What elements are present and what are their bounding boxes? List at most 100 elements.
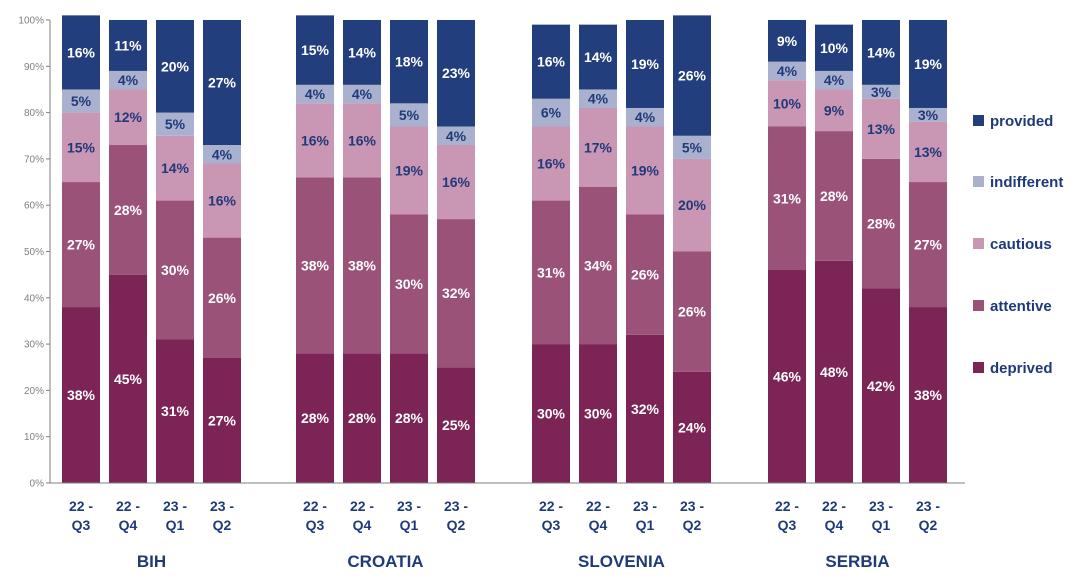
data-label-indifferent: 4%	[352, 86, 373, 102]
stacked-bar: 32% 26% 19% 4% 19%	[626, 20, 664, 483]
data-label-cautious: 17%	[584, 139, 613, 155]
data-label-attentive: 32%	[442, 285, 471, 301]
x-tick-label-quarter: Q1	[400, 517, 419, 533]
data-label-provided: 18%	[395, 54, 424, 70]
data-label-indifferent: 5%	[71, 93, 92, 109]
data-label-provided: 16%	[537, 54, 566, 70]
data-label-indifferent: 5%	[682, 139, 703, 155]
bar-segment-attentive	[62, 182, 100, 308]
x-tick-label-quarter: Q1	[166, 517, 185, 533]
data-label-provided: 27%	[208, 75, 237, 91]
stacked-bar: 30% 34% 17% 4% 14%	[579, 24, 617, 483]
bar-segment-provided	[626, 20, 664, 108]
bar-segment-deprived	[532, 344, 570, 483]
data-label-deprived: 24%	[678, 419, 707, 435]
bar-segment-provided	[437, 20, 475, 127]
data-label-provided: 11%	[114, 37, 142, 53]
bar-segment-deprived	[862, 288, 900, 483]
bar-segment-attentive	[203, 237, 241, 358]
bar-segment-indifferent	[579, 89, 617, 108]
legend-label: indifferent	[990, 174, 1063, 191]
bar-group-slovenia: 30% 31% 16% 6% 16% 30% 34% 17% 4% 14% 32% 26% 19% 4% 1…	[532, 15, 711, 483]
legend: provided indifferent cautious attentive depr…	[973, 113, 1063, 377]
x-tick-label-quarter: Q1	[872, 517, 891, 533]
x-axis: 22 - Q3 22 - Q4 23 - Q1 23 - Q2 BIH 22 - Q3 22 - Q4 2…	[50, 482, 965, 571]
x-tick-label-quarter: Q3	[306, 517, 325, 533]
x-tick-label-year: 23 -	[163, 498, 187, 514]
data-label-attentive: 28%	[867, 216, 896, 232]
stacked-bar: 28% 30% 19% 5% 18%	[390, 20, 428, 483]
y-tick-label: 100%	[18, 16, 44, 27]
x-tick-label-year: 23 -	[210, 498, 234, 514]
x-tick-label-year: 23 -	[680, 498, 704, 514]
bar-segment-attentive	[437, 219, 475, 368]
x-tick-label-year: 23 -	[916, 498, 940, 514]
bar-segment-provided	[109, 20, 147, 71]
bars-layer: 38%27%15%5%16%45%28%12%4%11%31%30%14%5%2…	[62, 15, 947, 483]
data-label-attentive: 28%	[820, 188, 849, 204]
data-label-indifferent: 4%	[588, 91, 609, 107]
legend-label: cautious	[990, 236, 1052, 253]
bar-segment-provided	[343, 20, 381, 85]
bar-segment-deprived	[203, 357, 241, 483]
x-tick-label-year: 23 -	[633, 498, 657, 514]
bar-segment-cautious	[673, 158, 711, 252]
bar-segment-cautious	[532, 126, 570, 201]
bar-segment-indifferent	[673, 135, 711, 159]
group-label: BIH	[137, 552, 166, 571]
data-label-deprived: 30%	[584, 406, 613, 422]
data-label-cautious: 13%	[914, 144, 943, 160]
data-label-deprived: 38%	[67, 387, 96, 403]
bar-segment-deprived	[296, 353, 334, 483]
bar-segment-cautious	[203, 163, 241, 238]
bar-segment-indifferent	[62, 89, 100, 113]
y-tick-label: 20%	[24, 386, 44, 397]
data-label-provided: 26%	[678, 68, 707, 84]
stacked-bar: 31% 30% 14% 5% 20%	[156, 20, 194, 483]
bar-segment-cautious	[909, 121, 947, 183]
bar-segment-deprived	[437, 367, 475, 483]
x-tick-label-quarter: Q4	[589, 517, 608, 533]
data-label-attentive: 31%	[537, 264, 566, 280]
bar-segment-indifferent	[626, 107, 664, 127]
bar-segment-cautious	[390, 126, 428, 215]
legend-item-attentive: attentive	[973, 298, 1052, 315]
stacked-bar: 45% 28% 12% 4% 11%	[109, 20, 147, 483]
data-label-cautious: 20%	[678, 197, 707, 213]
x-tick-label-quarter: Q4	[353, 517, 372, 533]
x-tick-label-year: 22 -	[69, 498, 93, 514]
bar-segment-attentive	[296, 177, 334, 354]
bar-segment-deprived	[579, 344, 617, 483]
bar-segment-provided	[909, 20, 947, 108]
bar-segment-provided	[156, 20, 194, 113]
data-label-deprived: 42%	[867, 378, 896, 394]
bar-segment-indifferent	[815, 70, 853, 90]
legend-label: deprived	[990, 360, 1053, 377]
bar-segment-indifferent	[343, 84, 381, 104]
group-label: SLOVENIA	[578, 552, 665, 571]
x-tick-label-quarter: Q2	[213, 517, 232, 533]
bar-segment-deprived	[909, 307, 947, 483]
data-label-indifferent: 4%	[777, 63, 798, 79]
y-tick-label: 10%	[24, 432, 44, 443]
bar-segment-provided	[62, 15, 100, 90]
bar-segment-deprived	[815, 260, 853, 483]
y-tick-label: 0%	[30, 479, 45, 490]
data-label-indifferent: 3%	[871, 84, 892, 100]
bar-segment-cautious	[343, 103, 381, 178]
data-label-attentive: 27%	[914, 237, 943, 253]
x-tick-label-quarter: Q3	[72, 517, 91, 533]
bar-segment-attentive	[673, 251, 711, 372]
data-label-deprived: 28%	[395, 410, 424, 426]
data-label-provided: 10%	[820, 40, 849, 56]
bar-group-croatia: 28% 38% 16% 4% 15% 28% 38% 16% 4% 14% 28% 30% 19% 5% 1…	[296, 15, 475, 483]
stacked-bar: 25% 32% 16% 4% 23%	[437, 20, 475, 483]
data-label-cautious: 9%	[824, 102, 845, 118]
bar-segment-provided	[673, 15, 711, 136]
bar-segment-attentive	[156, 200, 194, 340]
data-label-cautious: 14%	[161, 160, 190, 176]
legend-item-cautious: cautious	[973, 236, 1052, 253]
x-tick-label-quarter: Q1	[636, 517, 655, 533]
x-tick-label-year: 22 -	[822, 498, 846, 514]
x-tick-label-year: 22 -	[116, 498, 140, 514]
